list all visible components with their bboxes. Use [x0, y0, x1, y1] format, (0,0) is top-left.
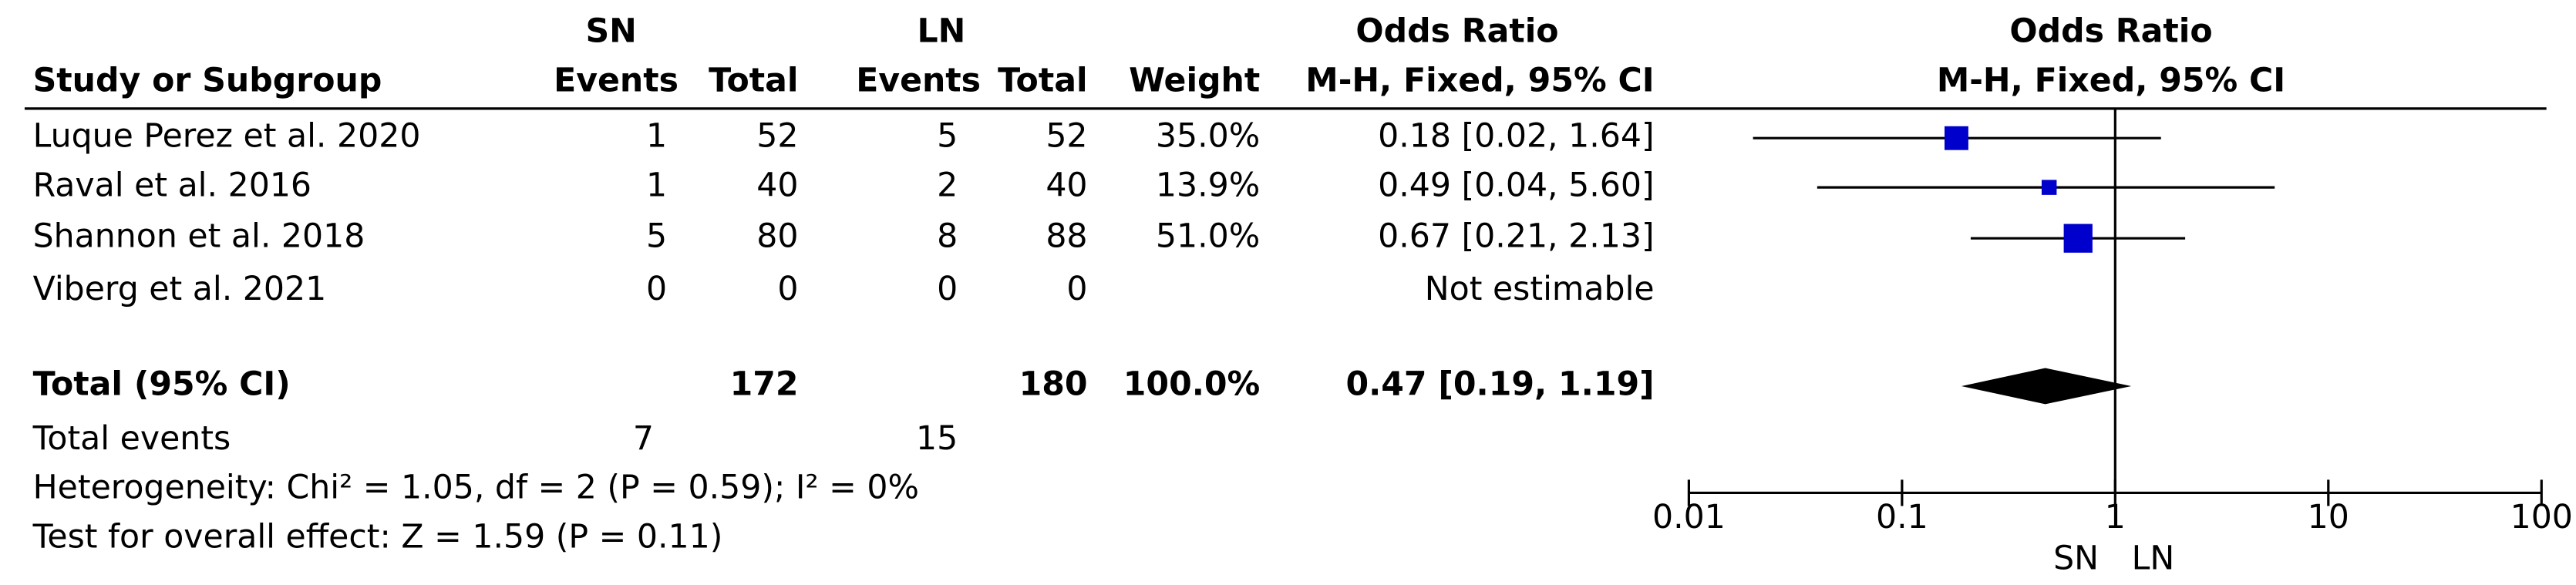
study-name: Viberg et al. 2021 — [33, 270, 327, 308]
column-group-header: LN — [918, 12, 966, 50]
column-header: Total — [709, 61, 798, 99]
column-header: Events — [554, 61, 679, 99]
x-tick-label: 0.01 — [1652, 498, 1726, 536]
column-group-header: Odds Ratio — [1355, 12, 1558, 50]
cell-ln-events: 0 — [937, 270, 958, 308]
cell-ln-total: 0 — [1066, 270, 1087, 308]
study-name: Shannon et al. 2018 — [33, 217, 365, 256]
total-sn-total: 172 — [730, 365, 799, 403]
cell-sn-events: 5 — [646, 217, 667, 256]
cell-ln-total: 52 — [1046, 117, 1087, 156]
cell-sn-events: 1 — [646, 117, 667, 156]
cell-ln-events: 2 — [937, 166, 958, 205]
cell-sn-total: 52 — [756, 117, 798, 156]
effect-square — [2041, 180, 2057, 195]
column-header: M-H, Fixed, 95% CI — [1305, 61, 1654, 99]
overall-effect: Test for overall effect: Z = 1.59 (P = 0… — [32, 518, 723, 556]
column-header: Weight — [1129, 61, 1260, 99]
cell-sn-total: 0 — [777, 270, 798, 308]
cell-ln-events: 5 — [937, 117, 958, 156]
x-tick-label: 1 — [2105, 498, 2126, 536]
column-header: Study or Subgroup — [33, 61, 382, 99]
cell-sn-events: 0 — [646, 270, 667, 308]
cell-or-label: 0.49 [0.04, 5.60] — [1378, 166, 1655, 205]
x-tick-label: 0.1 — [1876, 498, 1928, 536]
cell-weight-label: 13.9% — [1156, 166, 1260, 205]
total-events-sn: 7 — [633, 419, 654, 458]
column-header: Events — [856, 61, 981, 99]
plot-subtitle: M-H, Fixed, 95% CI — [1937, 61, 2285, 99]
total-weight-label: 100.0% — [1123, 365, 1260, 403]
cell-weight-label: 51.0% — [1156, 217, 1260, 256]
total-ln-total: 180 — [1019, 365, 1088, 403]
plot-title: Odds Ratio — [2009, 12, 2212, 50]
cell-or-label: 0.67 [0.21, 2.13] — [1378, 217, 1655, 256]
cell-ln-total: 88 — [1046, 217, 1087, 256]
x-tick-label: 100 — [2510, 498, 2573, 536]
cell-ln-total: 40 — [1046, 166, 1087, 205]
column-header: Total — [998, 61, 1087, 99]
study-name: Luque Perez et al. 2020 — [33, 117, 421, 156]
x-tick-label: 10 — [2308, 498, 2349, 536]
cell-sn-total: 80 — [756, 217, 798, 256]
effect-square — [1944, 126, 1968, 150]
heterogeneity: Heterogeneity: Chi² = 1.05, df = 2 (P = … — [33, 469, 919, 507]
effect-square — [2063, 224, 2093, 253]
pooled-diamond — [1961, 368, 2132, 405]
cell-or-label: Not estimable — [1425, 270, 1655, 308]
total-or-label: 0.47 [0.19, 1.19] — [1345, 365, 1654, 403]
cell-ln-events: 8 — [937, 217, 958, 256]
total-name: Total (95% CI) — [33, 365, 291, 403]
study-name: Raval et al. 2016 — [33, 166, 311, 205]
cell-sn-events: 1 — [646, 166, 667, 205]
total-events-label: Total events — [32, 419, 231, 458]
cell-or-label: 0.18 [0.02, 1.64] — [1378, 117, 1655, 156]
total-events-ln: 15 — [916, 419, 958, 458]
cell-sn-total: 40 — [756, 166, 798, 205]
column-group-header: SN — [585, 12, 636, 50]
cell-weight-label: 35.0% — [1156, 117, 1260, 156]
favours-right: LN — [2132, 539, 2175, 577]
favours-left: SN — [2053, 539, 2099, 577]
